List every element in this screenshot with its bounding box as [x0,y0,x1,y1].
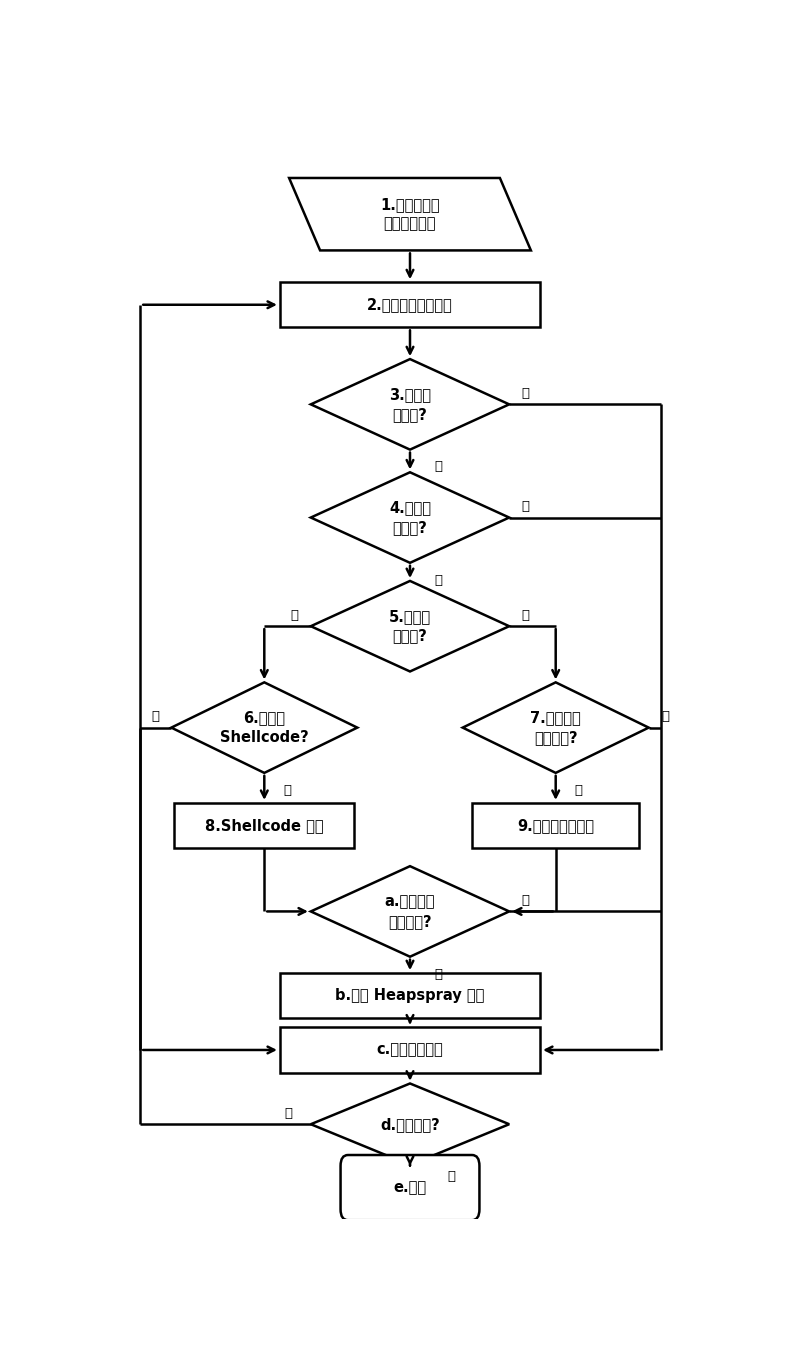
FancyBboxPatch shape [341,1155,479,1221]
Polygon shape [171,682,358,773]
Text: 是: 是 [447,1170,455,1184]
Text: 是: 是 [435,967,443,981]
Polygon shape [310,473,510,563]
Text: 否: 否 [522,500,530,514]
Polygon shape [310,866,510,956]
FancyBboxPatch shape [280,282,540,327]
FancyBboxPatch shape [280,1028,540,1073]
Text: 1.置脚本虚拟
机于单步状态: 1.置脚本虚拟 机于单步状态 [380,197,440,232]
FancyBboxPatch shape [174,803,354,848]
Text: e.停机: e.停机 [394,1180,426,1195]
Text: 9.低熵字符串报警: 9.低熵字符串报警 [518,818,594,833]
Text: 否: 否 [284,1107,292,1119]
Text: 否: 否 [290,608,298,622]
Text: 否: 否 [151,710,159,723]
Polygon shape [310,359,510,449]
Text: 是: 是 [435,574,443,586]
Text: 8.Shellcode 报警: 8.Shellcode 报警 [205,818,324,833]
Text: b.确认 Heapspray 行为: b.确认 Heapspray 行为 [335,988,485,1003]
Text: 是: 是 [522,608,530,622]
Text: 是: 是 [283,784,291,797]
Polygon shape [462,682,649,773]
Text: 否: 否 [522,386,530,400]
Text: 2.取下一条中间指令: 2.取下一条中间指令 [367,297,453,312]
Text: 是: 是 [435,460,443,474]
Text: 6.探测有
Shellcode?: 6.探测有 Shellcode? [220,710,309,745]
Text: 4.右值是
字符串?: 4.右值是 字符串? [389,500,431,534]
Polygon shape [310,1084,510,1164]
Text: 3.是赋值
类指令?: 3.是赋值 类指令? [389,386,431,422]
Text: c.执行中间指令: c.执行中间指令 [377,1043,443,1058]
Text: 7.计算熵，
小于阈值?: 7.计算熵， 小于阈值? [530,710,581,745]
Text: a.两种报警
都已产生?: a.两种报警 都已产生? [385,895,435,929]
FancyBboxPatch shape [280,973,540,1018]
Text: 否: 否 [661,710,669,723]
Polygon shape [310,581,510,671]
FancyBboxPatch shape [472,803,639,848]
Text: d.程序结束?: d.程序结束? [380,1117,440,1132]
Text: 是: 是 [574,784,582,797]
Text: 5.串长大
于阈值?: 5.串长大 于阈值? [389,608,431,644]
Polygon shape [289,178,531,251]
Text: 否: 否 [522,895,530,907]
